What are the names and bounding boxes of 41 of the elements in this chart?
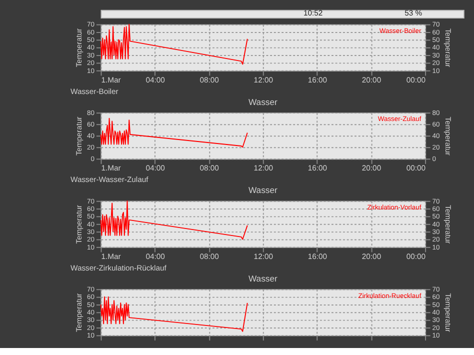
chart-title: Wasser	[248, 185, 278, 196]
y-axis-title: Temperatur	[74, 116, 84, 156]
x-tick-label: 08:00	[200, 75, 219, 84]
x-axis-title: Wasser-Wasser-Zulauf	[70, 175, 150, 184]
x-tick-label: 12:00	[254, 252, 273, 261]
x-tick-label: 16:00	[308, 252, 328, 261]
y2-axis-title: Temperatur	[443, 116, 452, 156]
x-tick-label: 16:00	[308, 75, 328, 84]
x-tick-label: 16:00	[308, 164, 328, 173]
text: 10:52	[303, 8, 323, 18]
x-tick-label: 12:00	[254, 164, 273, 173]
chart-title: Wasser	[248, 273, 278, 284]
x-tick-label: 00:00	[406, 252, 426, 261]
x-axis-title: Wasser-Zirkulation-Rücklauf	[70, 263, 168, 272]
x-tick-label: 1.Mar	[101, 75, 122, 84]
y-axis-title: Temperatur	[74, 28, 84, 68]
x-tick-label: 20:00	[362, 164, 382, 173]
x-tick-label: 08:00	[200, 164, 219, 173]
x-tick-label: 00:00	[406, 164, 426, 173]
y2-axis-title: Temperatur	[443, 28, 452, 68]
y-axis-title: Temperatur	[74, 204, 84, 244]
x-tick-label: 04:00	[146, 252, 165, 261]
y-axis-title: Temperatur	[74, 292, 84, 332]
y2-axis-title: Temperatur	[443, 205, 452, 244]
x-tick-label: 00:00	[406, 75, 426, 84]
line-series	[100, 200, 248, 240]
x-tick-label: 1.Mar	[101, 164, 122, 173]
x-tick-label: 04:00	[146, 164, 165, 173]
x-tick-label: 20:00	[362, 75, 382, 84]
line-series	[100, 24, 248, 65]
line-series	[100, 118, 248, 148]
line-series	[100, 296, 248, 332]
x-tick-label: 04:00	[146, 75, 165, 84]
chart-title: Wasser	[248, 96, 278, 107]
x-axis-title: Wasser-Boiler	[70, 86, 119, 96]
x-tick-label: 12:00	[254, 75, 273, 84]
text: 53 %	[404, 8, 422, 18]
x-tick-label: 1.Mar	[101, 252, 122, 261]
x-tick-label: 08:00	[200, 252, 219, 261]
y2-axis-title: Temperatur	[443, 293, 452, 332]
x-tick-label: 20:00	[362, 252, 382, 261]
